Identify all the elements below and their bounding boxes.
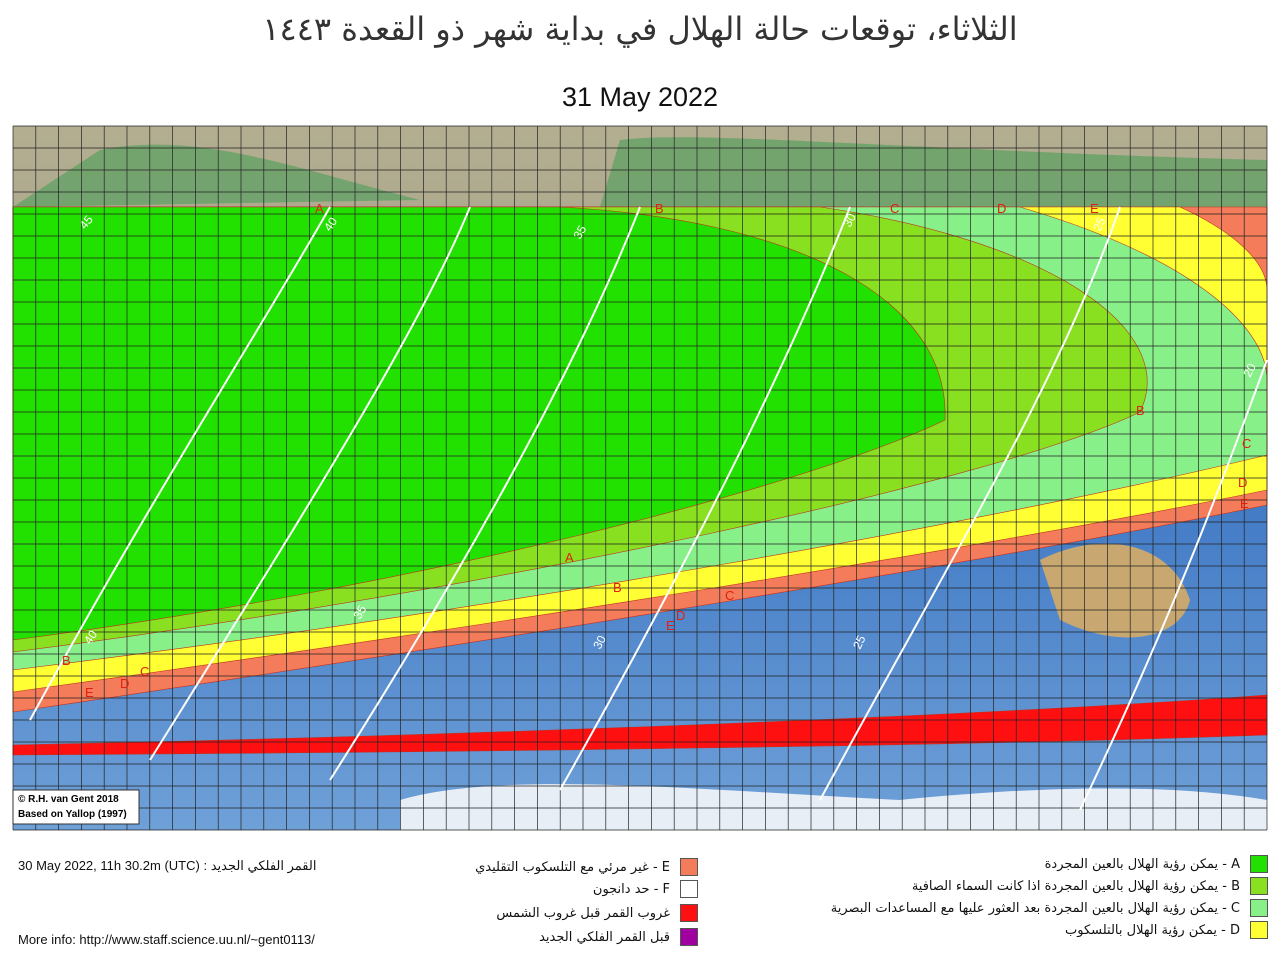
zone-label: C [140,664,149,679]
legend-item: C - يمكن رؤية الهلال بالعين المجردة بعد … [831,899,1268,917]
legend-swatch [1250,921,1268,939]
contours [29,206,1268,811]
north-green [13,137,1267,207]
contour-label: 30 [590,633,609,652]
legend-label: غروب القمر قبل غروب الشمس [496,905,670,921]
contour-label: 35 [350,603,369,622]
contour-label: 25 [1090,215,1109,233]
zone-label: D [1238,475,1247,490]
zone-label: B [62,653,71,668]
contour-label: 20 [1240,361,1259,380]
title: الثلاثاء، توقعات حالة الهلال في بداية شه… [262,10,1018,48]
legend-label: D - يمكن رؤية الهلال بالتلسكوب [1065,922,1240,938]
legend-swatch [680,880,698,898]
legend-item: E - غير مرئي مع التلسكوب التقليدي [475,858,698,876]
legend-item: F - حد دانجون [593,880,698,898]
legend-swatch [680,904,698,922]
legend-label: قبل القمر الفلكي الجديد [539,929,670,945]
contour-label: 35 [570,223,589,242]
zone-label: E [85,685,94,700]
zone-label: D [676,608,685,623]
zone-label: C [890,201,899,216]
zone-label: D [997,201,1006,216]
credit: © R.H. van Gent 2018 [18,794,119,805]
zone-label: B [655,201,664,216]
zone-label: B [1136,403,1145,418]
contour-label: 30 [840,211,859,230]
legend-swatch [1250,877,1268,895]
zone-label: E [1240,496,1249,511]
legend-swatch [1250,855,1268,873]
zone-label: E [666,618,675,633]
zone-label: A [315,201,324,216]
legend-label: F - حد دانجون [592,881,670,897]
zone-label: D [120,676,129,691]
legend-item: A - يمكن رؤية الهلال بالعين المجردة [1045,855,1268,873]
credit-box [12,789,140,825]
zone-label: B [613,580,622,595]
legend-item: D - يمكن رؤية الهلال بالتلسكوب [1065,921,1268,939]
legend-label: B - يمكن رؤية الهلال بالعين المجردة اذا … [911,878,1240,894]
australia [1040,543,1190,638]
visibility-zone [12,206,946,641]
zone-label: C [1242,436,1251,451]
contour-label: 25 [850,633,869,651]
legend-item: B - يمكن رؤية الهلال بالعين المجردة اذا … [912,877,1268,895]
legend-label: A - يمكن رؤية الهلال بالعين المجردة [1044,856,1240,872]
legend-item: قبل القمر الفلكي الجديد [539,928,698,946]
legend-swatch [680,858,698,876]
more-info: More info: http://www.staff.science.uu.n… [18,932,315,947]
new-moon: 30 May 2022, 11h 30.2m (UTC) : القمر الف… [18,858,317,873]
date: 31 May 2022 [561,82,719,112]
legend-item: غروب القمر قبل غروب الشمس [496,904,698,922]
legend-swatch [680,928,698,946]
legend-label: E - غير مرئي مع التلسكوب التقليدي [475,859,670,875]
legend-label: C - يمكن رؤية الهلال بالعين المجردة بعد … [830,900,1240,916]
legend-swatch [1250,899,1268,917]
zone-label: C [725,588,734,603]
zone-label: E [1090,201,1099,216]
zone-label: A [565,550,574,565]
source: Based on Yallop (1997) [18,809,127,820]
